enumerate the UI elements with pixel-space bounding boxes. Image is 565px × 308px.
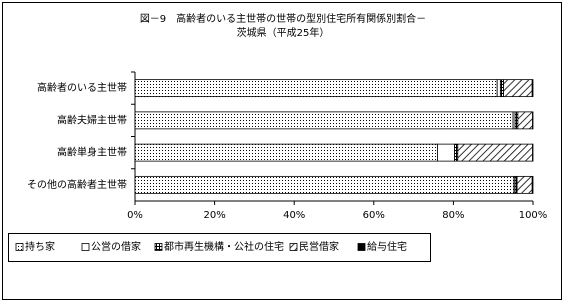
legend-swatch	[358, 244, 365, 251]
bar-segment	[135, 176, 514, 193]
bar-segment	[515, 112, 518, 129]
legend-swatch	[155, 244, 162, 251]
bar-segment	[437, 144, 454, 161]
x-tick-label: 60%	[363, 210, 385, 221]
bar-segment	[135, 80, 497, 97]
y-tick-label: 高齢夫婦主世帯	[57, 113, 127, 126]
legend-label: 都市再生機構・公社の住宅	[164, 240, 284, 253]
bar-segment	[504, 80, 533, 97]
bar-segment	[518, 112, 533, 129]
bar-segment	[532, 80, 533, 97]
bar-segment	[517, 176, 532, 193]
legend-label: 公営の借家	[91, 240, 141, 253]
bar-segment	[458, 144, 533, 161]
x-tick-label: 80%	[442, 210, 464, 221]
x-tick-label: 0%	[127, 210, 143, 221]
y-tick-label: 高齢単身主世帯	[57, 146, 127, 159]
chart-title: 図－9 高齢者のいる主世帯の世帯の型別住宅所有関係別割合－	[140, 12, 426, 25]
legend-swatch	[16, 244, 23, 251]
bar-segment	[135, 112, 513, 129]
y-tick-label: 高齢者のいる主世帯	[37, 81, 127, 94]
chart-subtitle: 茨城県（平成25年）	[237, 26, 330, 39]
y-tick-label: その他の高齢者主世帯	[27, 178, 127, 191]
bar-segment	[455, 144, 458, 161]
bar-segment	[532, 176, 533, 193]
legend-swatch	[82, 244, 89, 251]
bar-segment	[500, 80, 503, 97]
legend-label: 民営借家	[299, 240, 339, 253]
x-tick-label: 100%	[519, 210, 548, 221]
legend-label: 持ち家	[25, 240, 55, 253]
x-tick-label: 40%	[283, 210, 305, 221]
x-tick-label: 20%	[203, 210, 225, 221]
legend-swatch	[290, 244, 297, 251]
bar-segment	[497, 80, 500, 97]
bar-segment	[135, 144, 437, 161]
legend-label: 給与住宅	[367, 240, 407, 253]
